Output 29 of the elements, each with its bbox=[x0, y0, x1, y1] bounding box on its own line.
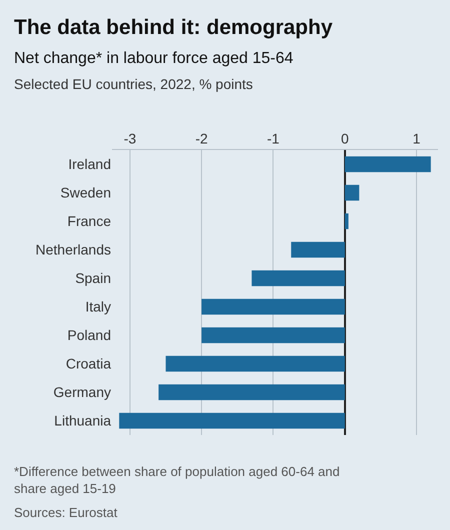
x-tick-label: -2 bbox=[195, 130, 208, 146]
text: *Difference between share of population aged 60-64 and share aged 15-19 bbox=[14, 464, 340, 496]
y-tick-label: Italy bbox=[85, 298, 111, 315]
chart-title: The data behind it: demography bbox=[14, 16, 333, 39]
chart-subtitle: Net change* in labour force aged 15-64 Selected EU countries, 2022, % points bbox=[14, 50, 294, 92]
y-tick-label: Sweden bbox=[60, 184, 111, 201]
bar bbox=[158, 384, 345, 400]
bar bbox=[252, 270, 345, 286]
y-tick-label: France bbox=[67, 213, 112, 230]
bar bbox=[344, 156, 431, 172]
y-tick-label: Poland bbox=[67, 327, 111, 344]
y-tick-label: Lithuania bbox=[54, 412, 112, 429]
bar bbox=[202, 298, 345, 315]
x-tick-label: -3 bbox=[124, 130, 136, 146]
y-tick-label: Ireland bbox=[68, 156, 111, 172]
y-tick-label: Croatia bbox=[66, 356, 112, 372]
x-tick-label: 1 bbox=[412, 130, 421, 146]
source-note: Sources: Eurostat bbox=[14, 505, 118, 520]
bar bbox=[344, 213, 348, 230]
bar bbox=[202, 327, 345, 344]
x-tick-label: 0 bbox=[340, 130, 349, 146]
bar bbox=[119, 412, 345, 429]
x-tick-label: -1 bbox=[266, 130, 280, 146]
y-tick-label: Germany bbox=[53, 384, 111, 400]
bar bbox=[344, 184, 360, 201]
y-tick-label: Spain bbox=[75, 270, 111, 286]
bar bbox=[166, 356, 345, 372]
y-tick-label: Netherlands bbox=[36, 242, 111, 258]
bar bbox=[291, 242, 345, 258]
